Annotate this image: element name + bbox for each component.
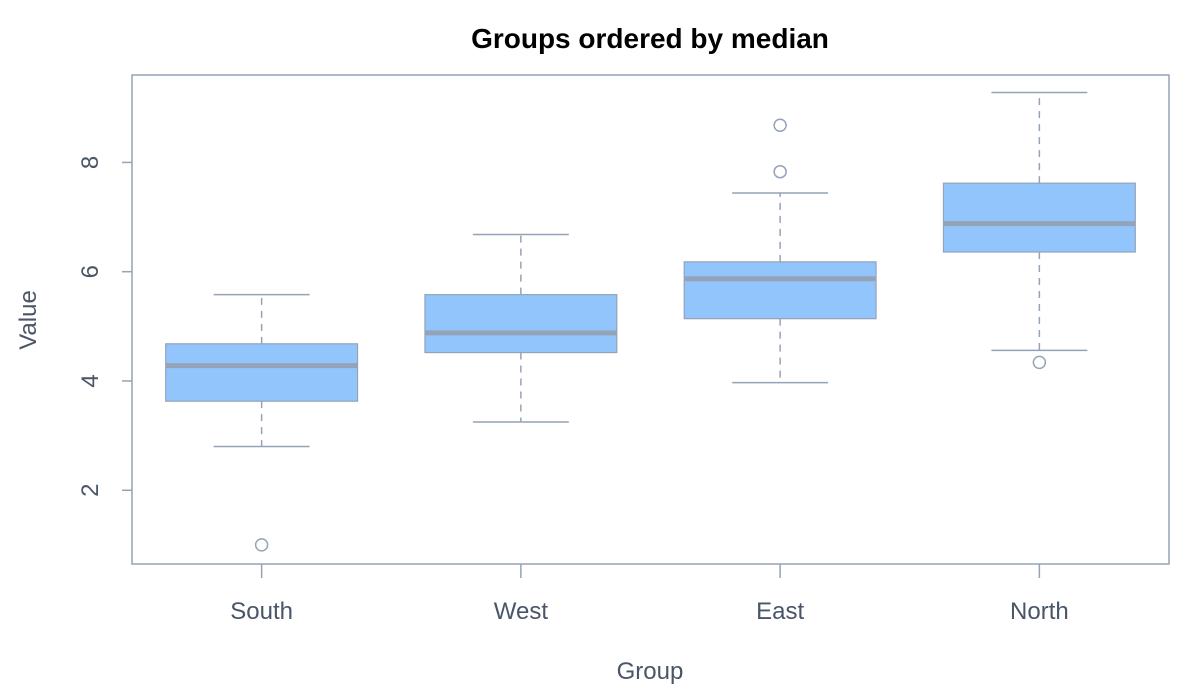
box-iqr — [424, 294, 618, 354]
x-axis-label: Group — [617, 658, 684, 685]
outlier-point — [773, 164, 787, 179]
box-group-east — [683, 118, 877, 384]
y-tick-label: 4 — [77, 374, 104, 387]
outlier-point — [773, 118, 787, 133]
y-axis: 2 4 6 8 — [77, 156, 132, 497]
outlier-point — [1032, 355, 1047, 370]
x-tick-label: East — [756, 598, 804, 625]
box-iqr — [683, 261, 877, 320]
y-tick-label: 6 — [77, 265, 104, 278]
x-tick-label: West — [494, 598, 549, 625]
box-iqr — [942, 182, 1136, 253]
box-group-north — [942, 91, 1136, 370]
box-group-south — [165, 293, 359, 552]
y-tick-label: 8 — [77, 156, 104, 169]
plot-frame — [131, 74, 1170, 565]
y-tick-label: 2 — [77, 484, 104, 497]
chart-title: Groups ordered by median — [471, 23, 829, 54]
box-iqr — [165, 343, 359, 402]
x-tick-label: South — [230, 598, 293, 625]
y-axis-label: Value — [15, 290, 42, 350]
x-tick-label: North — [1010, 598, 1069, 625]
boxes-layer — [165, 91, 1136, 552]
x-axis: South West East North — [230, 564, 1069, 625]
box-group-west — [424, 233, 618, 423]
outlier-point — [254, 538, 269, 552]
